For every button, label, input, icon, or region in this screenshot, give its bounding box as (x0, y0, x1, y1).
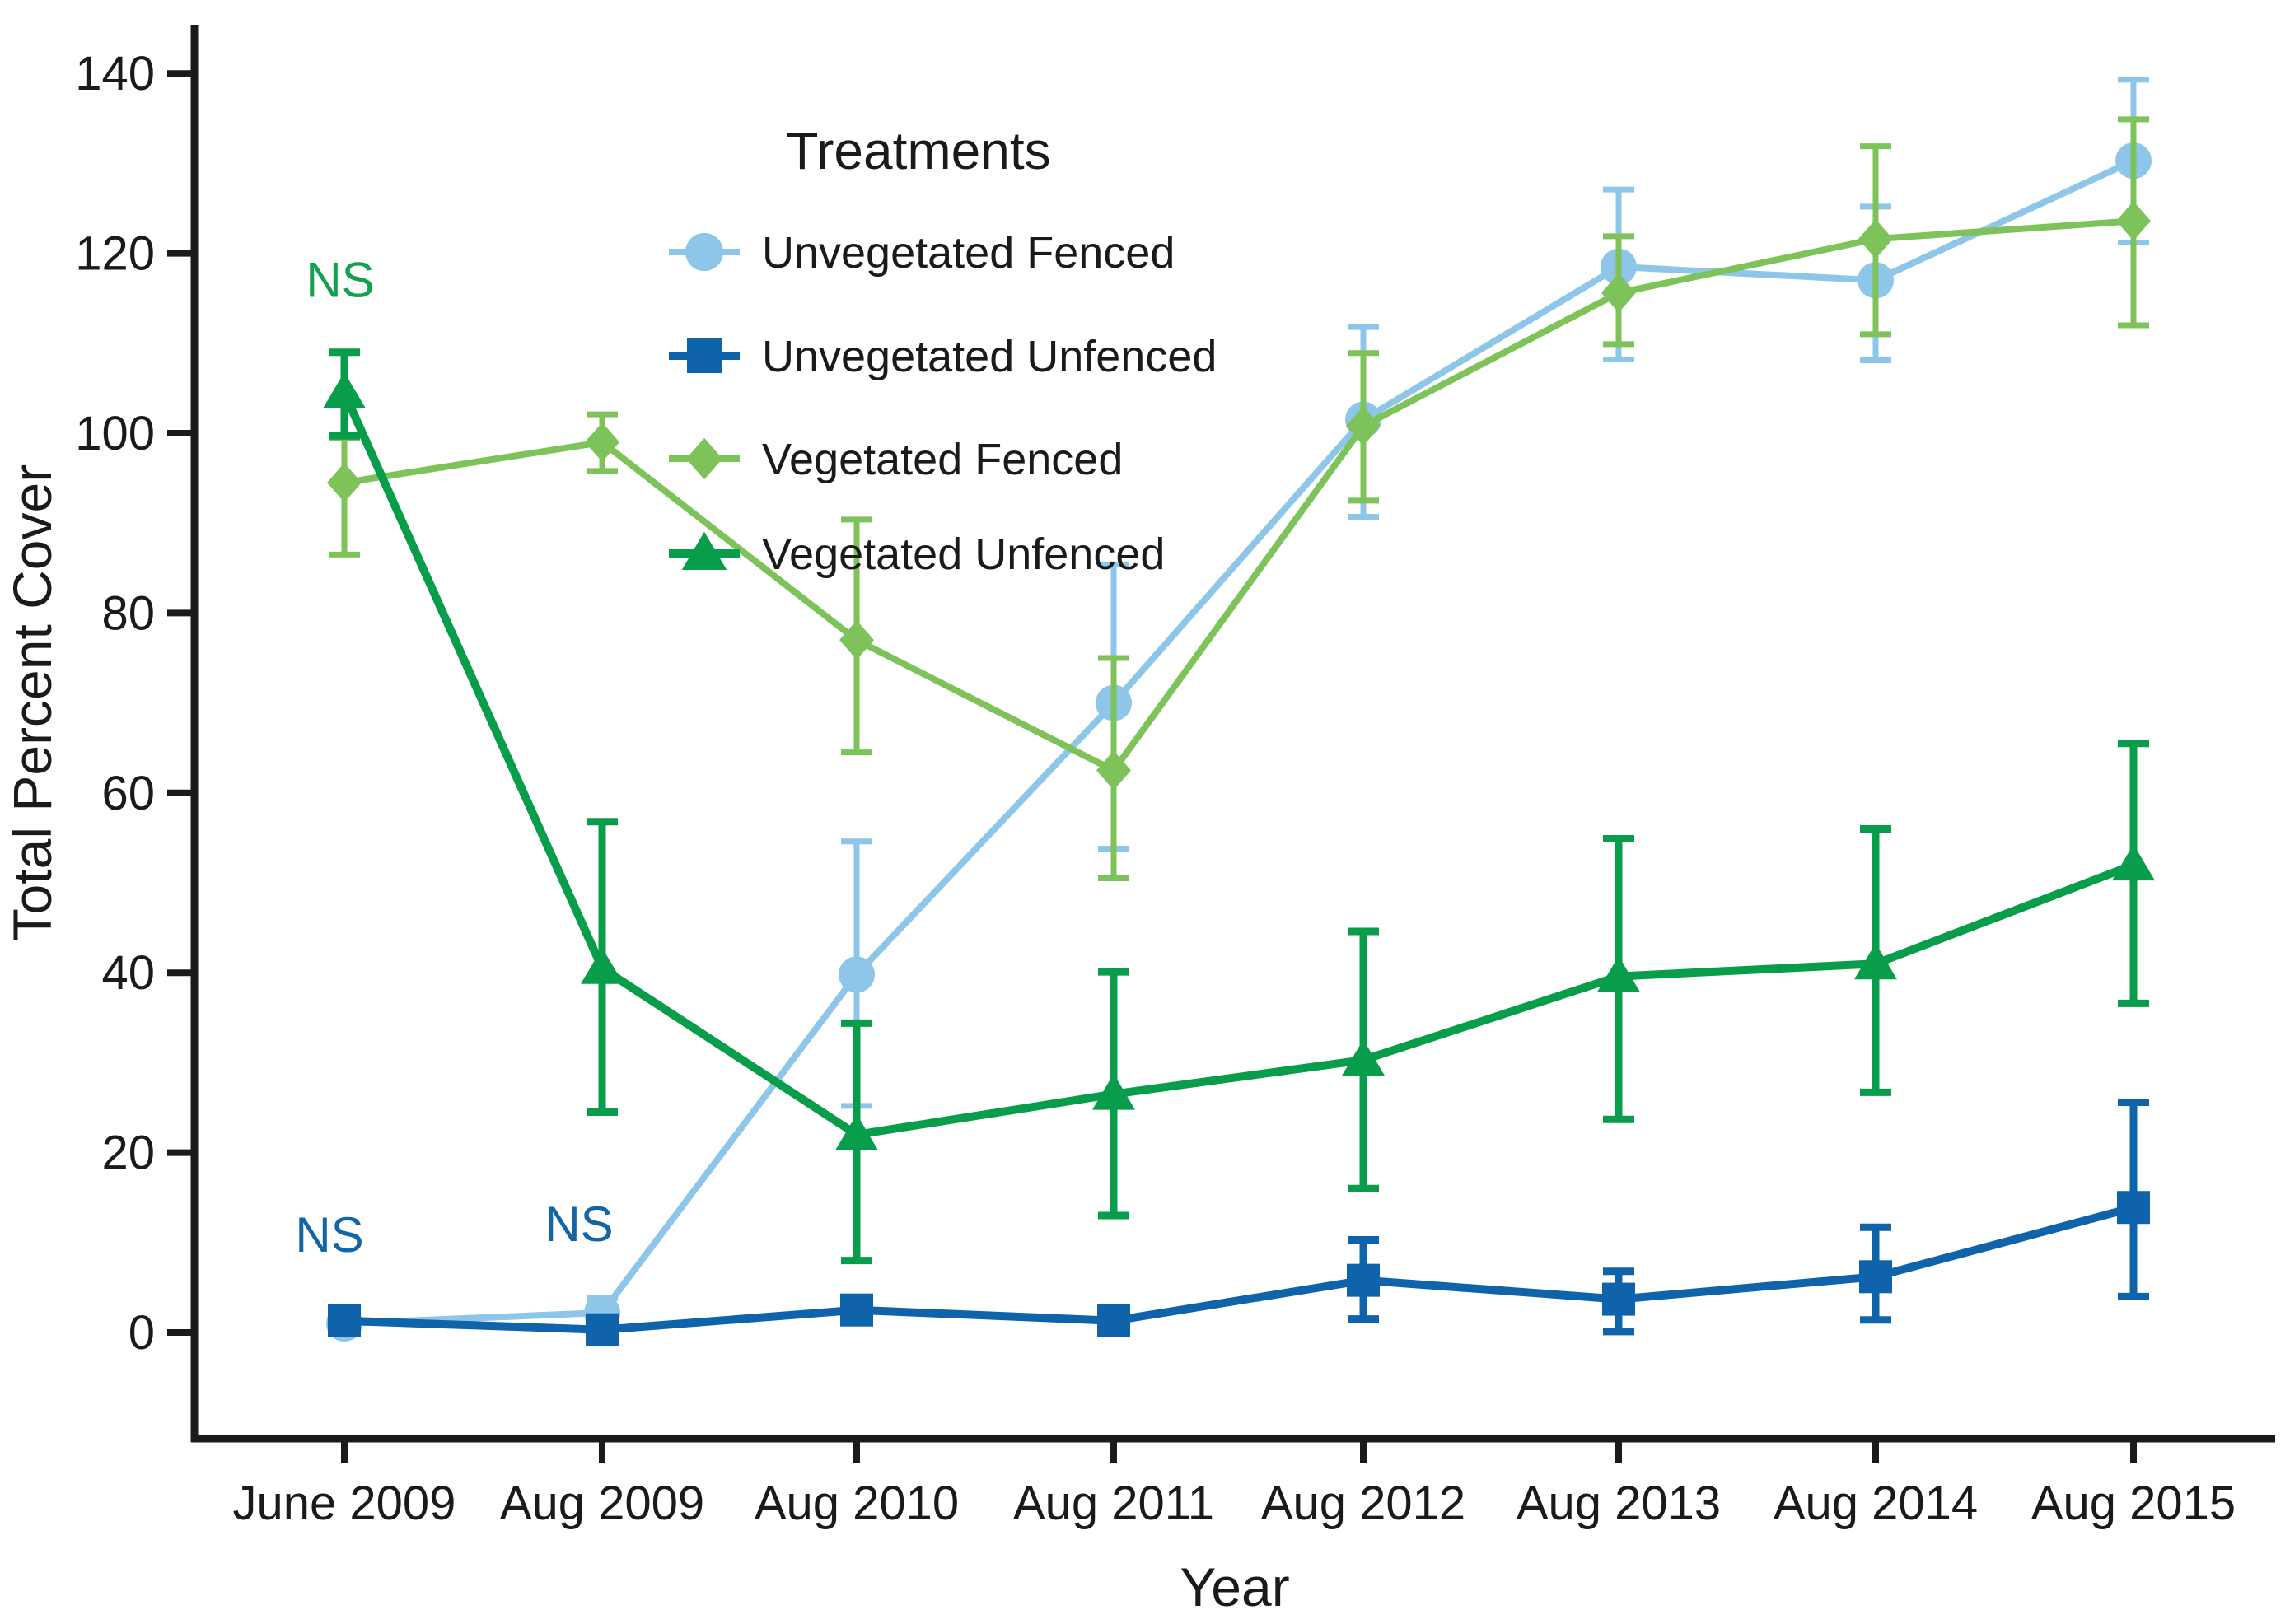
x-tick-label: June 2009 (233, 1477, 456, 1530)
series-line-unvegetated-fenced (344, 157, 2135, 1328)
y-tick-label: 40 (101, 946, 155, 1000)
ns-annotation: NS (306, 252, 374, 307)
y-tick-label: 0 (129, 1306, 155, 1360)
x-tick-label: Aug 2009 (500, 1477, 704, 1530)
y-tick-label: 60 (101, 767, 155, 820)
x-tick-label: Aug 2012 (1261, 1477, 1465, 1530)
legend-label-unvegetated-fenced: Unvegetated Fenced (762, 228, 1175, 278)
marker-vegetated-fenced (1858, 219, 1893, 259)
y-tick-label: 100 (75, 407, 155, 460)
legend-marker-unvegetated-unfenced (687, 338, 722, 373)
x-tick-label: Aug 2010 (755, 1477, 959, 1530)
y-tick-label: 80 (101, 586, 155, 640)
series-line-unvegetated-unfenced (344, 1203, 2135, 1334)
x-tick-label: Aug 2011 (1013, 1477, 1214, 1530)
marker-vegetated-unfenced (2112, 844, 2155, 881)
legend-label-vegetated-fenced: Vegetated Fenced (762, 435, 1123, 484)
y-tick-label: 120 (75, 227, 155, 281)
marker-unvegetated-unfenced (1347, 1263, 1380, 1297)
y-axis-title: Total Percent Cover (2, 464, 63, 942)
legend-label-unvegetated-unfenced: Unvegetated Unfenced (762, 332, 1217, 381)
series-line-vegetated-fenced (344, 217, 2134, 774)
legend-label-vegetated-unfenced: Vegetated Unfenced (762, 530, 1165, 579)
y-tick-label: 140 (75, 47, 155, 100)
legend-marker-vegetated-fenced (685, 437, 723, 480)
marker-vegetated-fenced (1096, 750, 1131, 791)
legend-title: Treatments (786, 121, 1050, 180)
marker-vegetated-fenced (327, 463, 362, 503)
marker-unvegetated-unfenced (586, 1313, 619, 1346)
marker-vegetated-fenced (839, 620, 874, 660)
marker-unvegetated-unfenced (1602, 1282, 1635, 1316)
marker-vegetated-fenced (1346, 406, 1381, 446)
legend-marker-vegetated-unfenced (681, 531, 727, 570)
marker-vegetated-unfenced (1092, 1073, 1135, 1110)
marker-vegetated-fenced (1601, 273, 1636, 313)
marker-vegetated-unfenced (323, 371, 366, 408)
y-tick-label: 20 (101, 1127, 155, 1180)
marker-vegetated-unfenced (1854, 943, 1897, 980)
marker-unvegetated-fenced (839, 956, 875, 993)
marker-unvegetated-unfenced (840, 1293, 873, 1327)
ns-annotation: NS (544, 1197, 613, 1252)
ns-annotation: NS (295, 1207, 363, 1262)
marker-vegetated-unfenced (1597, 955, 1640, 992)
x-tick-label: Aug 2013 (1517, 1477, 1721, 1530)
marker-unvegetated-unfenced (1859, 1260, 1892, 1294)
series-line-vegetated-unfenced (340, 390, 2135, 1139)
x-tick-label: Aug 2015 (2031, 1477, 2236, 1530)
marker-unvegetated-unfenced (1097, 1304, 1130, 1337)
marker-vegetated-fenced (2116, 201, 2151, 241)
x-tick-label: Aug 2014 (1774, 1477, 1978, 1530)
marker-unvegetated-unfenced (2117, 1191, 2150, 1225)
marker-vegetated-unfenced (1342, 1039, 1385, 1076)
marker-vegetated-fenced (585, 422, 619, 462)
x-axis-title: Year (1180, 1556, 1289, 1617)
legend-marker-unvegetated-fenced (685, 232, 724, 272)
marker-vegetated-unfenced (581, 947, 624, 984)
marker-unvegetated-unfenced (328, 1304, 361, 1337)
marker-vegetated-unfenced (835, 1113, 878, 1150)
